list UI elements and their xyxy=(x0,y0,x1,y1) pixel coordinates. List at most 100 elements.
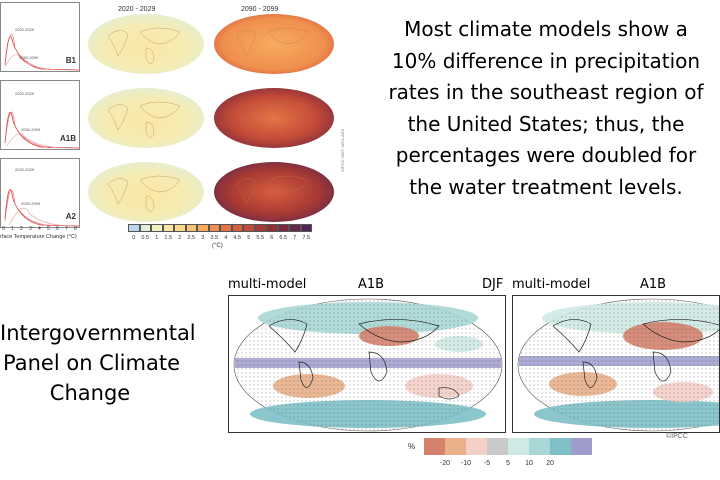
x-tick: 7 xyxy=(65,226,68,232)
scale-tick: 2.5 xyxy=(187,235,196,241)
scale-tick: 7.5 xyxy=(302,235,311,241)
line-panel-a1b-curves xyxy=(4,111,80,149)
caption-text: Most climate models show a 10% differenc… xyxy=(372,14,720,203)
scale-swatch xyxy=(508,438,529,455)
scale-swatch xyxy=(208,224,220,232)
left-map-model: multi-model xyxy=(228,277,307,292)
scale-tick: 5 xyxy=(247,235,251,241)
org-line: Intergovernmental xyxy=(0,321,196,345)
scale-swatch xyxy=(128,224,140,232)
x-tick: 8 xyxy=(74,226,77,232)
scale-swatch xyxy=(424,438,445,455)
caption-line: 10% difference in precipitation xyxy=(391,48,701,73)
left-map-scenario: A1B xyxy=(358,277,385,292)
scale-swatch xyxy=(139,224,151,232)
panel-scenario-label: B1 xyxy=(65,56,76,65)
scale-tick: 1.5 xyxy=(164,235,173,241)
line-panel-b1: 2020-2029 2090-2099 B1 xyxy=(0,2,80,72)
scale-tick: 1 xyxy=(155,235,159,241)
scale-tick: 4.5 xyxy=(233,235,242,241)
scale-tick: 6.5 xyxy=(279,235,288,241)
caption-line: percentages were doubled for xyxy=(395,143,697,167)
line-panel-a2-curves xyxy=(4,189,80,227)
scale-swatch xyxy=(231,224,243,232)
scale-tick: 5.5 xyxy=(256,235,265,241)
scale-swatch xyxy=(185,224,197,232)
map-a2-2090 xyxy=(214,162,334,222)
scale-tick: 3.5 xyxy=(210,235,219,241)
x-tick: 6 xyxy=(56,226,59,232)
caption-line: the water treatment levels. xyxy=(409,174,683,199)
temperature-map-grid xyxy=(88,14,334,222)
scale-tick: 4 xyxy=(224,235,228,241)
caption-line: rates in the southeast region of xyxy=(388,80,704,104)
scale-tick: -5 xyxy=(483,460,491,467)
scale-swatch xyxy=(243,224,255,232)
ipcc-credit: ©IPCC xyxy=(666,433,688,440)
scale-tick: 7 xyxy=(293,235,297,241)
right-precip-map xyxy=(512,295,720,433)
org-line: Change xyxy=(49,381,131,405)
scale-tick: 5 xyxy=(506,460,510,467)
scale-tick: -20 xyxy=(439,460,451,467)
x-tick: 0 xyxy=(2,226,5,232)
scale-swatch xyxy=(266,224,278,232)
scale-tick: 10 xyxy=(525,460,533,467)
panel-period-a: 2020-2029 xyxy=(15,167,35,172)
scale-tick: 3 xyxy=(201,235,205,241)
line-panel-a2: 2020-2029 2090-2099 A2 xyxy=(0,158,80,228)
panel-scenario-label: A2 xyxy=(65,212,76,221)
line-panel-a1b: 2020-2029 2090-2099 A1B xyxy=(0,80,80,150)
panel-period-b: 2090-2099 xyxy=(21,201,41,206)
left-precip-map xyxy=(228,295,506,433)
scale-swatch xyxy=(151,224,163,232)
scale-tick: 20 xyxy=(546,460,554,467)
panel-scenario-label: A1B xyxy=(59,134,76,143)
column-title-2090: 2090 - 2099 xyxy=(241,6,279,13)
right-map-model: multi-model xyxy=(512,277,591,292)
temperature-scale-unit: (°C) xyxy=(212,243,223,249)
scale-tick: -10 xyxy=(460,460,472,467)
scale-swatch xyxy=(254,224,266,232)
map-b1-2020 xyxy=(88,14,204,74)
precip-scale-unit: % xyxy=(408,442,416,451)
scale-swatch xyxy=(197,224,209,232)
organization-name: Intergovernmental Panel on Climate Chang… xyxy=(0,318,196,408)
right-map-scenario: A1B xyxy=(640,277,667,292)
scale-swatch xyxy=(550,438,571,455)
scale-swatch xyxy=(300,224,312,232)
panel-period-a: 2020-2029 xyxy=(15,91,35,96)
caption-line: Most climate models show a xyxy=(404,17,688,41)
map-b1-2090 xyxy=(214,14,334,74)
scale-swatch xyxy=(174,224,186,232)
ipcc-credit-vertical: ©IPCC 2007: WG1-AR4 xyxy=(340,129,345,172)
panel-period-b: 2090-2099 xyxy=(21,127,41,132)
x-tick: 1 xyxy=(11,226,14,232)
scale-tick: 6 xyxy=(270,235,274,241)
scale-swatch xyxy=(571,438,592,455)
panel-period-a: 2020-2029 xyxy=(15,27,35,32)
x-tick: 3 xyxy=(29,226,32,232)
caption-line: the United States; thus, the xyxy=(407,111,685,136)
scale-tick: 0 xyxy=(132,235,136,241)
x-tick: 2 xyxy=(20,226,23,232)
left-map-season: DJF xyxy=(482,277,504,292)
map-a1b-2090 xyxy=(214,88,334,148)
right-precip-map-graphic xyxy=(517,298,719,432)
x-tick: 5 xyxy=(47,226,50,232)
column-title-2020: 2020 - 2029 xyxy=(118,6,156,13)
map-a2-2020 xyxy=(88,162,204,222)
temperature-pdf-panels: 2020-2029 2090-2099 B1 2020-2029 2090-20… xyxy=(0,2,86,250)
scale-swatch xyxy=(466,438,487,455)
scale-swatch xyxy=(277,224,289,232)
x-tick: 4 xyxy=(38,226,41,232)
precipitation-maps: multi-model A1B DJF multi-model A1B xyxy=(228,277,720,435)
org-line: Panel on Climate xyxy=(3,351,180,375)
left-precip-map-graphic xyxy=(233,298,503,432)
continent-outlines xyxy=(107,27,309,212)
map-a1b-2020 xyxy=(88,88,204,148)
scale-tick: 0.5 xyxy=(141,235,150,241)
scale-swatch xyxy=(289,224,301,232)
scale-swatch xyxy=(529,438,550,455)
scale-swatch xyxy=(162,224,174,232)
